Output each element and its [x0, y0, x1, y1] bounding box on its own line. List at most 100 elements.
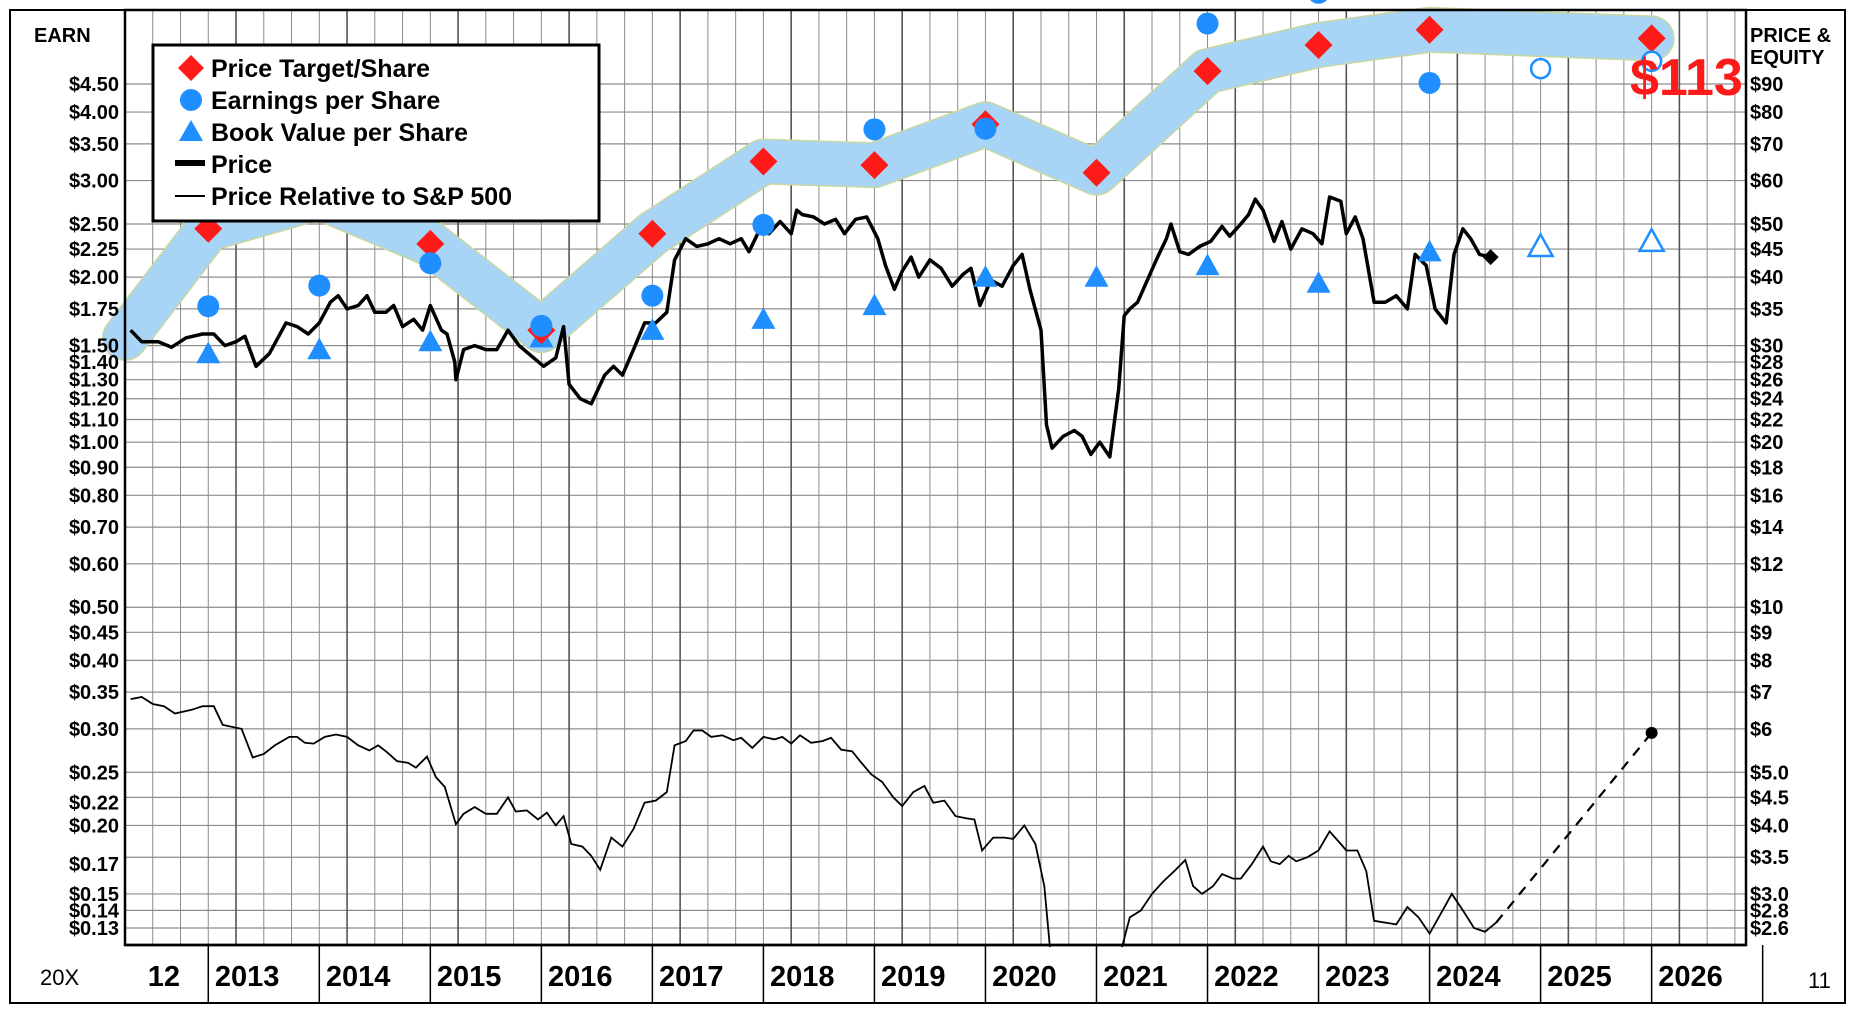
left-tick-label: $1.00 [69, 432, 119, 454]
bvps-marker [418, 329, 443, 352]
relative-line-2 [1121, 829, 1497, 948]
bvps-marker [1417, 239, 1442, 262]
left-tick-label: $1.50 [69, 336, 119, 358]
legend: Price Target/Share Earnings per Share Bo… [151, 43, 601, 223]
x-tick-label: 2025 [1547, 961, 1612, 993]
eps-marker [641, 284, 664, 307]
bvps-estimate-marker [1526, 231, 1555, 258]
right-tick-label: $40 [1750, 267, 1783, 289]
eps-estimate-marker [1640, 50, 1663, 73]
left-tick-label: $4.50 [69, 74, 119, 96]
left-tick-label: $0.17 [69, 854, 119, 876]
price-target-marker [1082, 158, 1111, 187]
right-tick-label: $24 [1750, 389, 1784, 411]
left-tick-label: $0.15 [69, 884, 119, 906]
x-tick-label: 2024 [1436, 961, 1501, 993]
x-tick-label: 2015 [437, 961, 502, 993]
right-tick-label: $26 [1750, 370, 1783, 392]
left-tick-label: $0.40 [69, 650, 119, 672]
x-tick-label: 2022 [1214, 961, 1279, 993]
legend-label-bvps: Book Value per Share [211, 119, 468, 147]
eps-marker [863, 118, 886, 141]
bvps-marker [973, 265, 998, 287]
eps-marker [197, 295, 220, 318]
left-axis-title: EARN [34, 25, 91, 47]
bvps-marker [1195, 253, 1220, 276]
bvps-marker [640, 318, 665, 340]
legend-item-eps: Earnings per Share [180, 87, 440, 115]
x-tick-label: 2019 [881, 961, 946, 993]
x-tick-label: 2016 [548, 961, 613, 993]
right-tick-label: $7 [1750, 682, 1772, 704]
left-tick-label: $1.10 [69, 409, 119, 431]
bvps-marker [751, 307, 776, 329]
legend-label-price: Price [211, 151, 272, 179]
axis-labels: $4.50 $4.00 $3.50 $3.00 $2.50 $2.25 $2.00 $1.75… [69, 74, 1789, 993]
eps-marker [530, 314, 553, 337]
left-tick-label: $0.90 [69, 457, 119, 479]
right-tick-label: $22 [1750, 409, 1783, 431]
right-tick-label: $16 [1750, 485, 1783, 507]
x-tick-label: 2014 [326, 961, 391, 993]
left-tick-label: $0.13 [69, 918, 119, 940]
left-tick-label: $1.40 [69, 352, 119, 374]
left-tick-label: $0.70 [69, 517, 119, 539]
left-tick-label: $0.20 [69, 815, 119, 837]
eps-marker [752, 213, 775, 236]
right-tick-label: $18 [1750, 457, 1783, 479]
thick-line-icon [175, 160, 205, 166]
data-markers [194, 0, 1666, 739]
x-tick-label: 2021 [1103, 961, 1168, 993]
left-tick-label: $3.00 [69, 171, 119, 193]
triangle-icon [179, 120, 203, 141]
left-tick-label: $0.35 [69, 682, 119, 704]
right-tick-label: $9 [1750, 622, 1772, 644]
price-line [129, 195, 1492, 459]
x-tick-label: 2020 [992, 961, 1057, 993]
right-tick-label: $90 [1750, 74, 1783, 96]
right-tick-label: $6 [1750, 719, 1772, 741]
right-tick-label: $30 [1750, 336, 1783, 358]
legend-item-price: Price [175, 151, 272, 179]
price-lines [129, 195, 1653, 948]
right-tick-label: $4.0 [1750, 815, 1789, 837]
price-target-marker [416, 229, 445, 258]
left-tick-label: $0.25 [69, 762, 119, 784]
right-tick-label: $50 [1750, 214, 1783, 236]
axes [9, 8, 1846, 1004]
right-tick-label: $60 [1750, 171, 1783, 193]
price-target-marker [1193, 57, 1222, 86]
eps-marker [308, 274, 331, 297]
bvps-marker [862, 293, 887, 316]
right-tick-label: $3.5 [1750, 847, 1789, 869]
legend-label-relative: Price Relative to S&P 500 [211, 183, 512, 211]
right-axis-title-line1: PRICE & [1750, 25, 1831, 47]
eps-marker [1418, 71, 1441, 94]
relative-projection [1495, 732, 1653, 924]
eps-estimate-marker [1529, 57, 1552, 80]
eps-marker [1196, 12, 1219, 35]
bottom-right-label: 11 [1808, 968, 1831, 993]
x-tick-label: 2017 [659, 961, 724, 993]
right-tick-label: $5.0 [1750, 762, 1789, 784]
bvps-marker [1306, 271, 1331, 293]
right-tick-label: $20 [1750, 432, 1783, 454]
right-tick-label: $4.5 [1750, 787, 1789, 809]
right-axis-title-line2: EQUITY [1750, 47, 1825, 69]
left-tick-label: $0.50 [69, 597, 119, 619]
eps-marker [1310, 0, 1327, 4]
left-tick-label: $0.45 [69, 622, 119, 644]
eps-marker [974, 117, 997, 140]
left-tick-label: $0.14 [69, 900, 120, 922]
price-last-marker [1482, 249, 1499, 266]
circle-icon [180, 89, 202, 111]
right-tick-label: $45 [1750, 239, 1783, 261]
price-target-marker [1637, 24, 1666, 53]
price-target-marker [638, 219, 667, 248]
x-tick-label: 12 [148, 961, 180, 993]
diamond-icon [178, 55, 204, 81]
right-tick-label: $2.6 [1750, 918, 1789, 940]
legend-item-bvps: Book Value per Share [179, 119, 468, 147]
legend-item-relative: Price Relative to S&P 500 [175, 183, 512, 211]
